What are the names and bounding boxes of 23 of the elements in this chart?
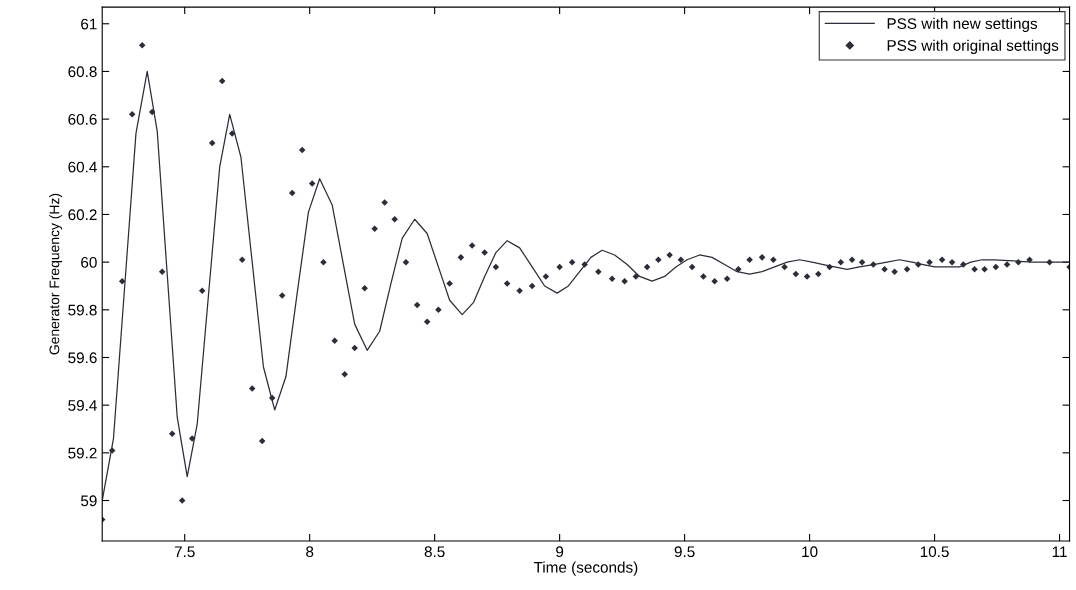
y-tick-label: 60.6: [68, 113, 97, 125]
legend-label: PSS with original settings: [887, 39, 1059, 54]
x-tick-label: 8.5: [424, 546, 445, 558]
y-tick-label: 59.4: [68, 400, 97, 411]
y-tick-label: 60.8: [68, 66, 97, 78]
y-axis-title: Generator Frequency (Hz): [49, 193, 63, 355]
x-tick-label: 8: [306, 546, 314, 558]
x-axis-title: Time (seconds): [533, 561, 638, 576]
y-tick-label: 61: [81, 18, 97, 30]
legend-label: PSS with new settings: [887, 17, 1038, 33]
x-tick-label: 7.5: [174, 546, 195, 558]
x-tick-label: 10.5: [920, 546, 949, 558]
x-tick-label: 9.5: [674, 546, 695, 558]
y-tick-label: 59.8: [68, 304, 97, 316]
x-tick-label: 9: [556, 546, 564, 558]
y-tick-label: 59.2: [68, 447, 97, 459]
y-tick-label: 60.4: [68, 161, 97, 173]
x-tick-label: 10: [802, 546, 818, 558]
y-tick-label: 60.2: [68, 209, 97, 221]
y-tick-label: 60: [81, 257, 97, 268]
x-tick-label: 11: [1052, 546, 1067, 557]
y-tick-label: 59.6: [68, 352, 97, 364]
y-tick-label: 59: [80, 495, 97, 507]
